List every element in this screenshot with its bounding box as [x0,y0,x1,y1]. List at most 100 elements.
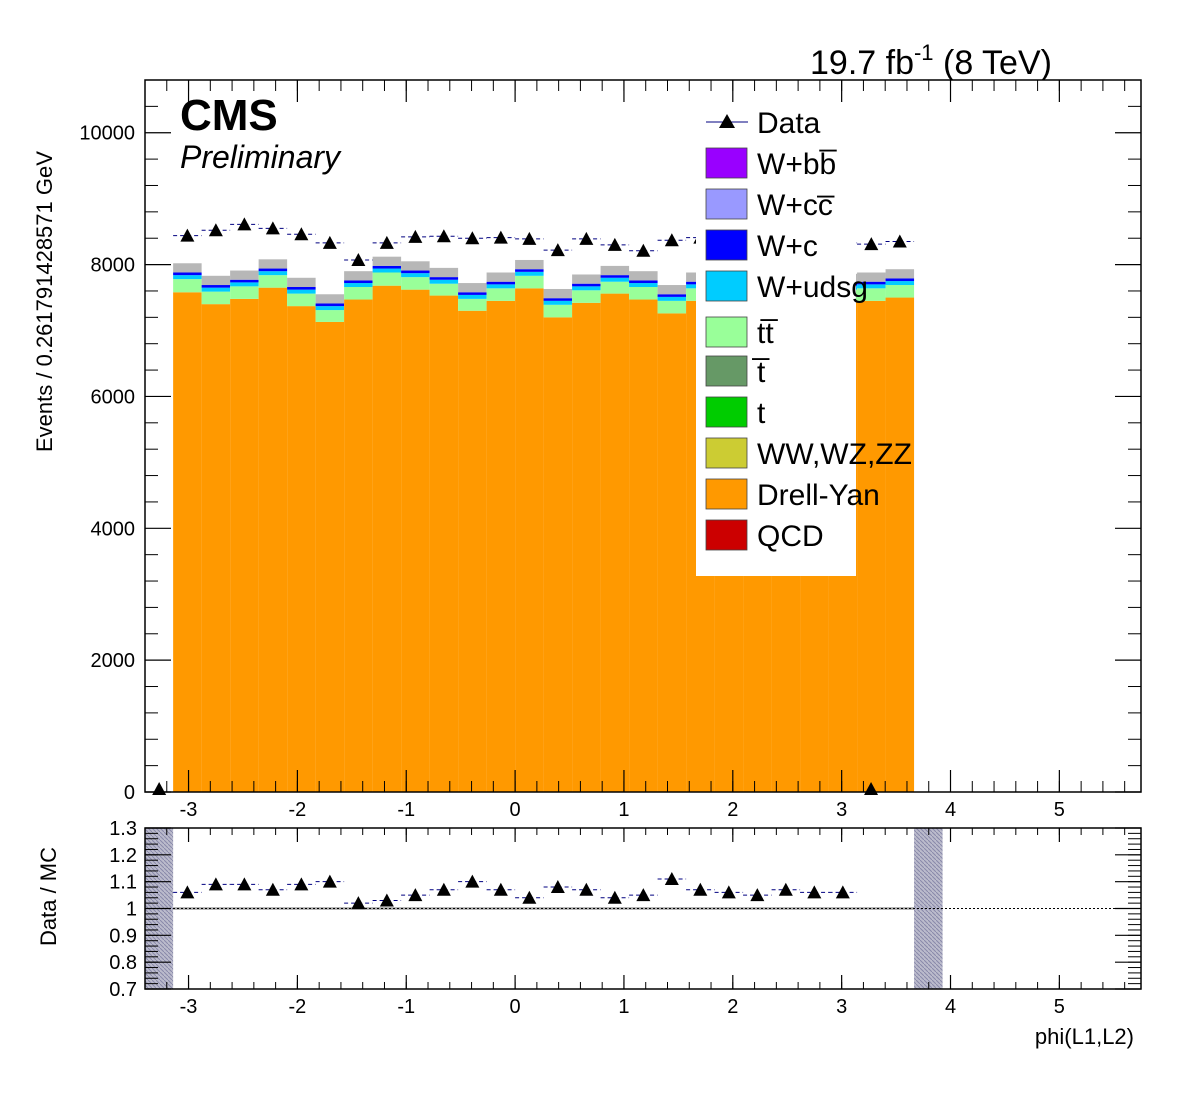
bar-drell-yan [258,287,288,792]
ratio-point [465,874,480,888]
ratio-point [436,882,451,896]
data-point [892,234,907,248]
bar-uncertainty [230,270,259,280]
bar-uncertainty [258,259,288,269]
bar-ttbar [515,275,544,289]
bar-w-c [344,280,373,284]
bar-w-c [173,272,202,276]
data-point [265,221,280,235]
bar-uncertainty [543,288,573,299]
bar-w-udsg [258,271,288,276]
legend-swatch [705,188,748,220]
bar-w-c [885,278,915,282]
bar-w-udsg [543,300,573,305]
y-tick-label: 6000 [91,386,136,408]
data-point [579,231,594,245]
bar-w-c [486,281,516,285]
bar-uncertainty [657,285,687,295]
main-frame [144,79,1142,793]
bar-uncertainty [857,272,886,282]
x-tick-label: 5 [1054,799,1065,821]
bar-uncertainty [629,271,658,281]
legend-swatch [705,316,748,348]
preliminary-label: Preliminary [180,139,342,175]
bar-w-udsg [315,306,345,311]
legend-swatch [705,270,748,302]
ratio-point [636,888,651,902]
bar-drell-yan [201,304,231,792]
bar-w-c [258,268,288,272]
bar-drell-yan [230,298,259,792]
data-point [408,229,423,243]
ratio-x-axis: -3 -2 -1 0 1 2 3 4 5 [166,828,1126,1018]
bar-uncertainty [486,272,516,282]
bar-w-udsg [401,273,430,278]
bar-w-udsg [515,271,544,276]
ratio-x-tick-label: 2 [727,996,738,1018]
bar-w-c [657,294,687,297]
bar-w-udsg [857,284,886,289]
bar-ttbar [657,300,687,314]
bar-w-c [287,287,316,290]
bar-w-c [230,279,259,283]
y-tick-label: 2000 [91,650,136,672]
bar-w-c [372,265,402,269]
bar-ttbar [258,275,288,288]
legend-swatch [705,478,748,510]
bar-drell-yan [315,321,345,792]
x-axis: -3 -2 -1 0 1 2 3 4 5 [166,80,1126,821]
data-point [237,217,252,231]
bar-w-udsg [458,294,487,299]
data-point [208,223,223,237]
ratio-point [294,877,309,891]
legend-swatch [705,437,748,469]
bar-ttbar [885,285,915,298]
data-point [465,231,480,245]
bar-ttbar [201,291,231,305]
bar-ttbar [458,298,487,311]
bar-uncertainty [458,283,487,293]
legend-swatch [705,396,748,428]
ratio-point [835,885,850,899]
bar-w-udsg [657,296,687,301]
ratio-y-tick-label: 0.7 [109,979,137,1001]
bar-w-udsg [572,286,601,291]
data-point [379,235,394,249]
bar-ttbar [629,287,658,300]
ratio-point [693,882,708,896]
ratio-point [208,877,223,891]
bar-ttbar [572,290,601,303]
bar-w-udsg [486,284,516,289]
bar-drell-yan [857,300,886,792]
ratio-y-tick-label: 0.9 [109,925,137,947]
ratio-point [750,888,765,902]
bar-w-c [401,270,430,274]
bar-w-c [515,269,544,272]
legend-swatch [705,519,748,551]
bar-uncertainty [201,275,231,286]
x-tick-label: 4 [945,799,956,821]
legend-label: t [757,397,766,430]
ratio-y-axis: 0.7 0.8 0.9 1 1.1 1.2 1.3 [109,818,1141,1001]
ratio-point [265,882,280,896]
bar-drell-yan [885,297,915,792]
bar-w-c [429,277,459,280]
bar-ttbar [857,288,886,301]
bar-w-udsg [287,289,316,294]
legend-label: W+cc̅ [757,189,835,222]
bar-ttbar [372,272,402,286]
bar-w-udsg [344,283,373,288]
bar-uncertainty [885,269,915,279]
bar-drell-yan [515,288,544,792]
bar-w-udsg [201,287,231,292]
ratio-y-tick-label: 1.3 [109,818,137,840]
ratio-point [550,880,565,894]
x-tick-label: 3 [836,799,847,821]
bar-ttbar [543,304,573,318]
legend-label: W+udsg [757,271,868,304]
ratio-x-tick-label: 0 [510,996,521,1018]
legend-label: W+c [757,230,818,263]
bar-uncertainty [344,271,373,281]
